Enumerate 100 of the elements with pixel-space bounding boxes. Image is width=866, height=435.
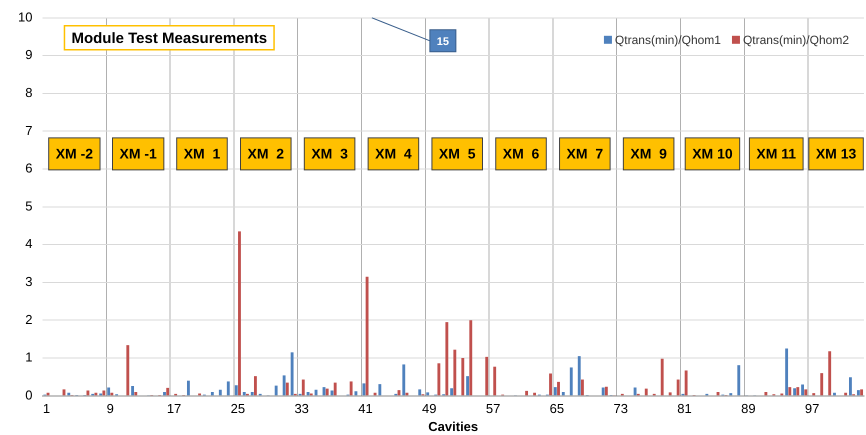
bar <box>833 392 836 396</box>
x-tick-label: 1 <box>42 401 50 416</box>
annotation: XM 9 <box>630 146 668 162</box>
x-tick-label: 33 <box>294 401 309 416</box>
bar <box>785 348 788 396</box>
x-tick-label: 65 <box>550 401 564 416</box>
bar <box>602 387 605 396</box>
y-tick-label: 1 <box>25 350 32 365</box>
y-tick-label: 3 <box>25 274 32 289</box>
bar <box>46 392 50 396</box>
x-tick-label: 57 <box>486 401 500 416</box>
x-tick-label: 49 <box>422 401 437 416</box>
bar <box>644 388 648 396</box>
bar <box>322 387 326 396</box>
bar <box>110 392 114 396</box>
bar <box>466 376 470 396</box>
x-tick-label: 41 <box>358 401 373 416</box>
bar <box>406 392 408 396</box>
x-axis-title: Cavities <box>428 418 478 434</box>
annotation: XM 6 <box>502 146 540 162</box>
bar <box>274 386 278 396</box>
bar <box>437 363 440 396</box>
bar <box>668 392 672 396</box>
bar <box>330 390 334 396</box>
annotation: XM 2 <box>248 146 284 162</box>
bar <box>250 392 254 396</box>
text: 15 <box>436 36 449 48</box>
y-tick-label: 8 <box>25 84 32 100</box>
text: Module Test Measurements <box>71 30 268 47</box>
bar <box>238 231 241 396</box>
bar <box>374 392 376 396</box>
bar <box>102 390 106 396</box>
y-tick-label: 4 <box>25 236 32 252</box>
bar <box>634 387 637 396</box>
bar <box>131 386 134 396</box>
y-tick-label: 7 <box>25 122 32 138</box>
bar <box>557 382 560 396</box>
bar <box>86 390 90 396</box>
annotation: XM 13 <box>816 146 857 162</box>
bar <box>844 392 848 396</box>
x-tick-label: 81 <box>677 401 692 416</box>
bar <box>856 390 860 396</box>
bar <box>398 390 400 396</box>
bar <box>282 375 286 396</box>
annotation: XM 7 <box>566 146 604 162</box>
bar <box>716 392 720 396</box>
annotation: XM 1 <box>184 146 220 162</box>
bar <box>554 387 557 396</box>
bar <box>525 390 528 396</box>
bar <box>604 386 608 396</box>
bar <box>62 389 66 396</box>
annotation: XM 11 <box>756 146 796 162</box>
bar <box>290 352 294 396</box>
bar <box>860 389 864 396</box>
bar <box>163 392 166 396</box>
bar <box>764 392 768 396</box>
bar <box>796 387 800 396</box>
x-tick-label: 97 <box>804 401 820 416</box>
bar <box>684 370 688 396</box>
legend-label: Qtrans(min)/Qhom1 <box>614 33 722 48</box>
bar <box>793 388 796 396</box>
bar <box>848 377 852 396</box>
legend-label: Qtrans(min)/Qhom2 <box>742 33 850 48</box>
annotation: XM 3 <box>311 146 348 162</box>
bar <box>134 392 138 396</box>
x-tick-label: 9 <box>106 401 114 416</box>
bar <box>426 392 430 396</box>
bar <box>326 388 329 396</box>
bar <box>210 392 214 396</box>
bar <box>286 382 289 396</box>
bar <box>254 376 257 396</box>
bar <box>676 380 680 396</box>
bar <box>354 391 358 396</box>
y-tick-label: 6 <box>25 160 32 176</box>
bar <box>581 380 584 396</box>
bar <box>445 322 448 396</box>
bar <box>107 387 110 396</box>
annotation: XM 10 <box>692 146 733 162</box>
bar <box>334 382 337 396</box>
bar <box>242 392 246 396</box>
bar <box>366 276 369 396</box>
annotation: XM -1 <box>120 146 158 162</box>
annotation: XM 4 <box>375 146 412 162</box>
bar <box>801 384 804 396</box>
bar <box>788 387 792 396</box>
bar <box>94 392 98 396</box>
bar <box>562 392 565 396</box>
bar <box>450 388 454 396</box>
annotation: XM -2 <box>56 146 94 162</box>
bar <box>378 384 382 396</box>
y-tick-label: 2 <box>25 312 32 327</box>
bar <box>186 380 190 396</box>
y-tick-label: 5 <box>25 198 32 214</box>
bar <box>362 383 366 396</box>
bar <box>533 392 536 396</box>
bar <box>549 374 552 396</box>
x-tick-label: 89 <box>741 401 756 416</box>
bar <box>234 385 238 396</box>
y-tick-label: 0 <box>25 387 32 402</box>
bar <box>453 350 456 396</box>
